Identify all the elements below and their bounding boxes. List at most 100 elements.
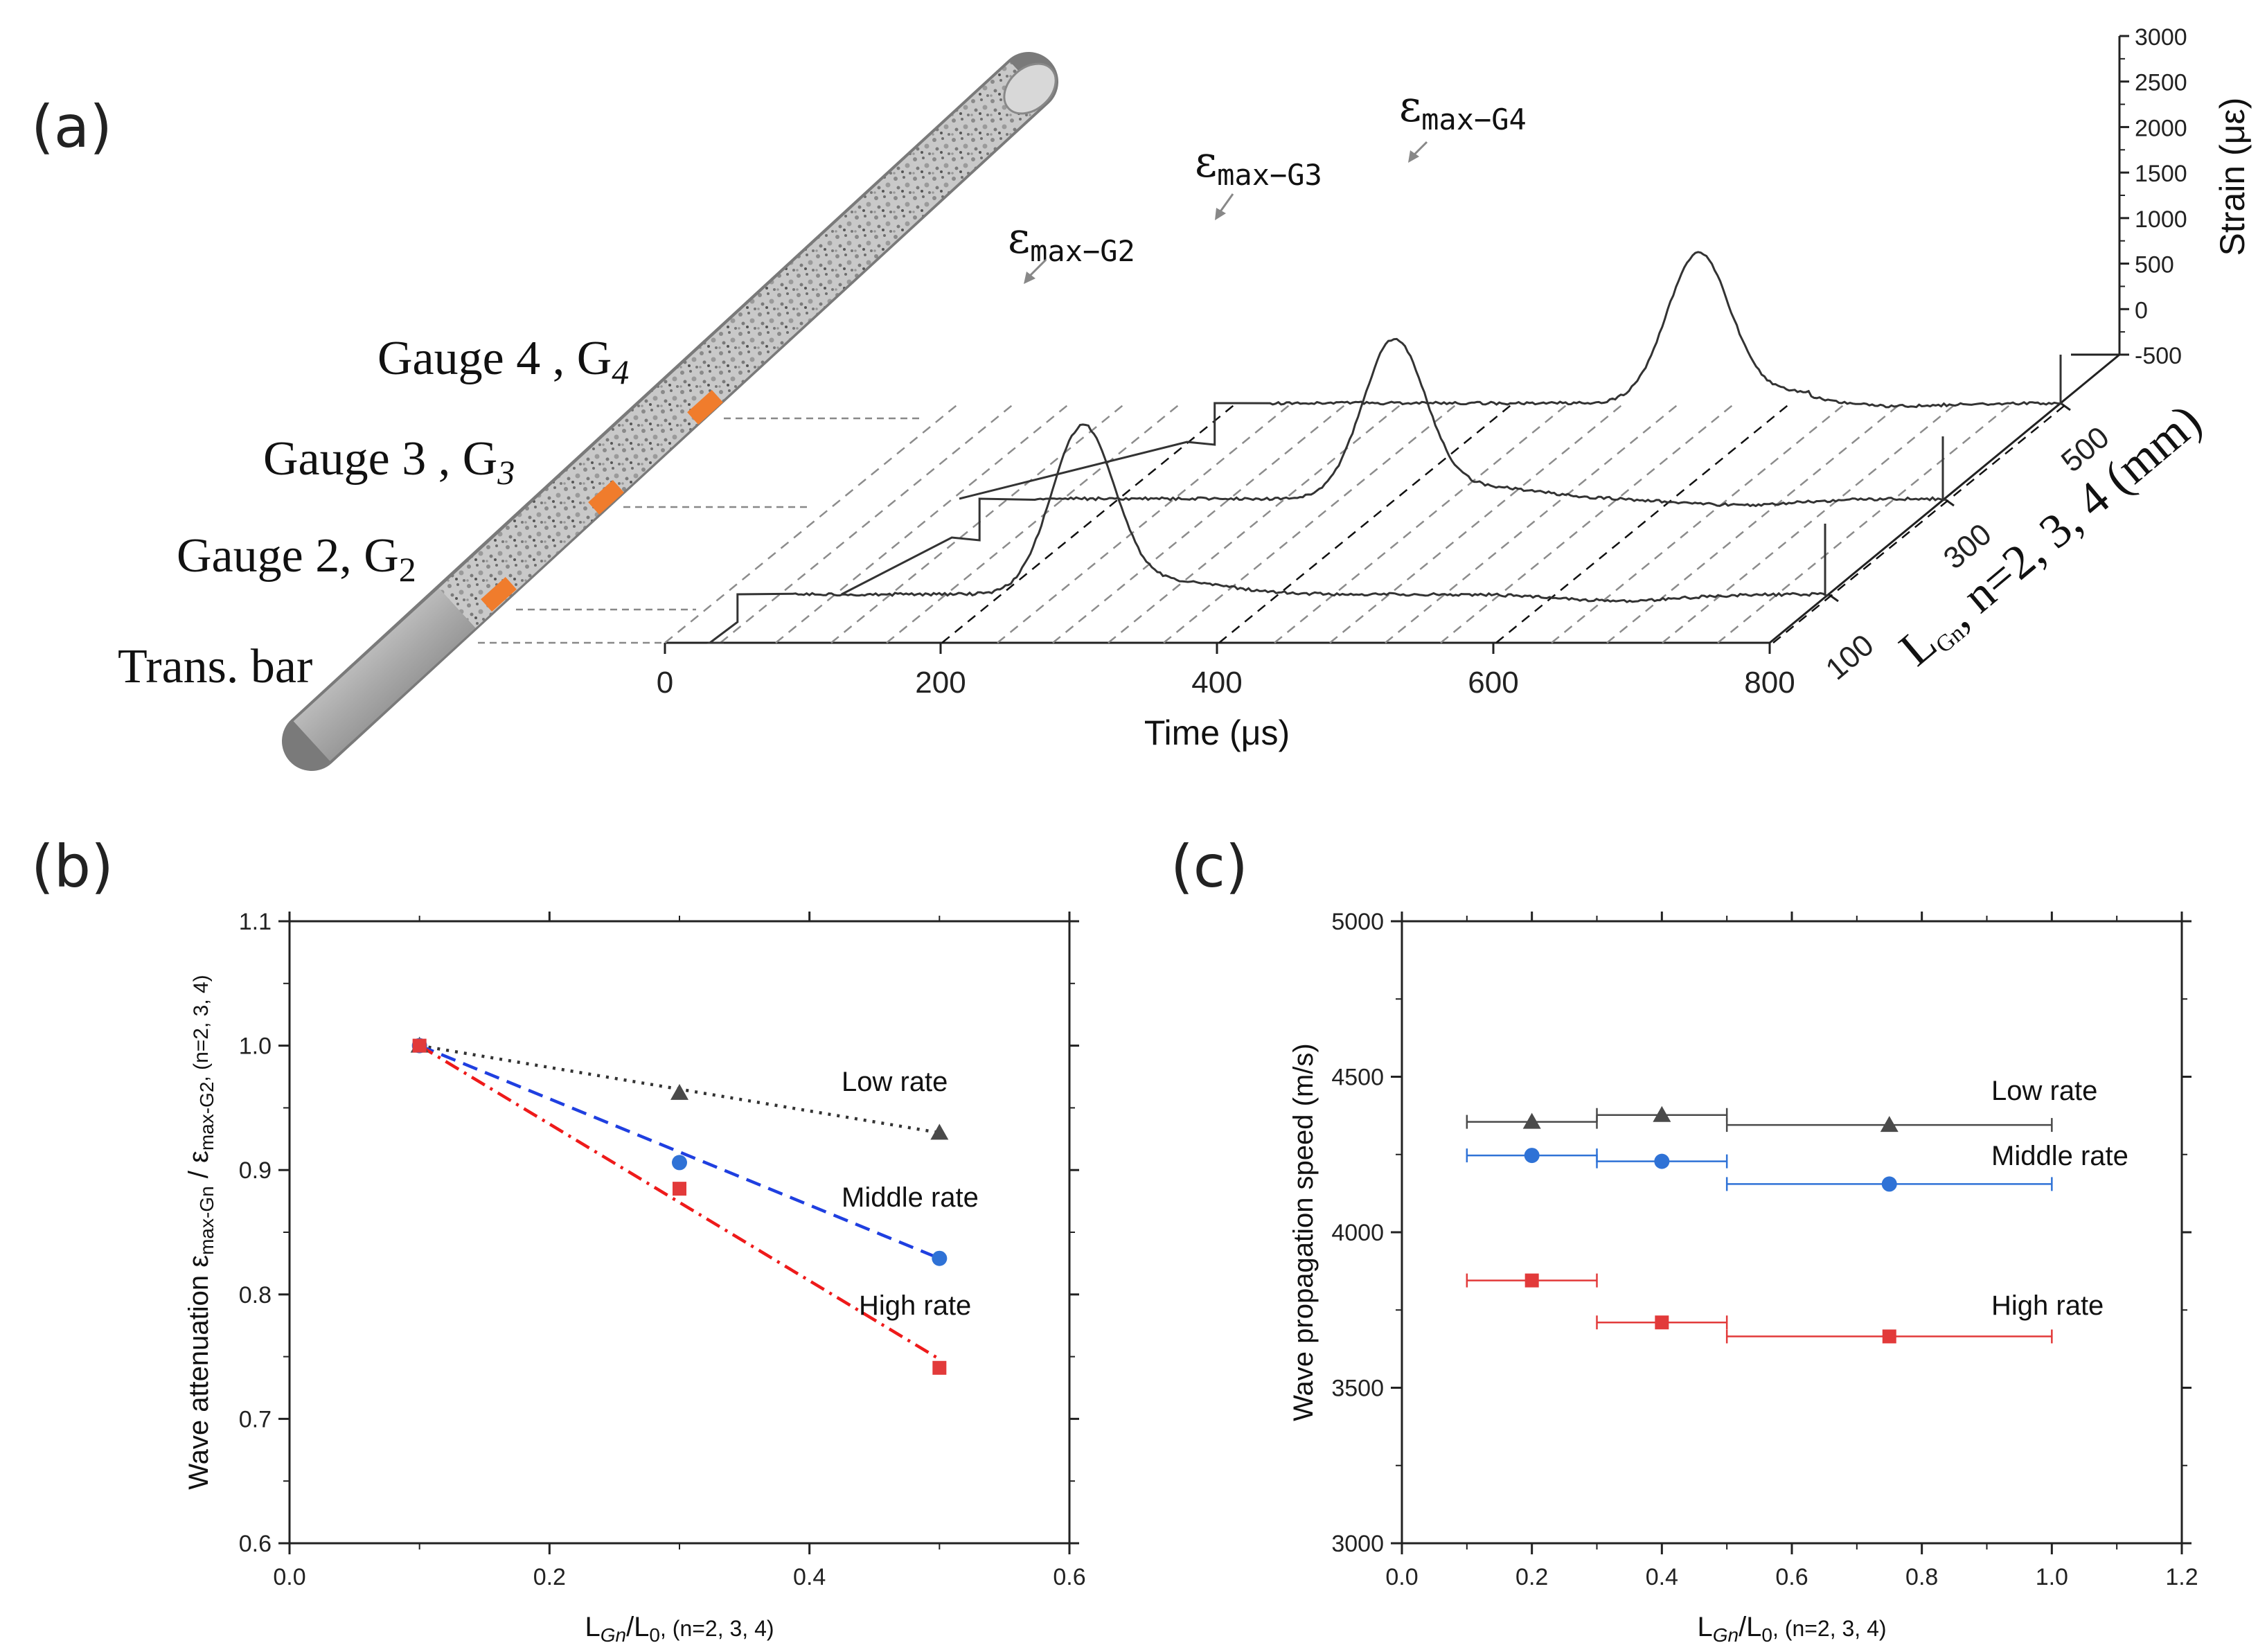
c-series-label: Middle rate: [1991, 1141, 2128, 1171]
strain-tick-label: -500: [2135, 343, 2182, 369]
hatch-line: [1329, 402, 1625, 643]
y-tick-label: 1.1: [239, 909, 272, 935]
hatch-line: [1717, 402, 2013, 643]
hatch-line: [1274, 402, 1570, 643]
c-point-circle: [1881, 1176, 1897, 1192]
hatch-line: [1385, 402, 1680, 643]
strain-tick-label: 1500: [2135, 161, 2187, 187]
peak-label-g3: εmax−G3: [1195, 136, 1322, 192]
y-tick-label: 4500: [1331, 1065, 1384, 1091]
strain-trace-g2: [706, 423, 1829, 644]
time-tick-800: 800: [1744, 666, 1795, 700]
hatch-line: [1108, 402, 1403, 643]
hatch-line: [830, 402, 1126, 643]
x-tick-label: 0.0: [1385, 1564, 1418, 1590]
x-tick-label: 0.8: [1905, 1564, 1938, 1590]
strain-gauge-g2: [481, 577, 517, 612]
c-point-square: [1882, 1329, 1896, 1344]
label-gauge-3: Gauge 3 , G3: [263, 432, 515, 492]
c-yaxis-title: Wave propagation speed (m/s): [1288, 1043, 1319, 1421]
strain-trace-g4: [959, 251, 2063, 500]
b-point-triangle: [670, 1083, 688, 1100]
strain-gauge-g3: [588, 480, 624, 515]
hatch-line: [720, 402, 1015, 643]
y-tick-label: 0.6: [239, 1531, 272, 1557]
time-tick-0: 0: [657, 666, 673, 700]
x-tick-label: 0.6: [1775, 1564, 1808, 1590]
time-tick-400: 400: [1191, 666, 1242, 700]
b-point-square: [932, 1360, 947, 1375]
fit-line-dashdot: [418, 1044, 941, 1361]
hatch-line: [1551, 402, 1847, 643]
x-tick-label: 1.2: [2165, 1564, 2198, 1590]
length-axis-title: LGn, n=2, 3, 4 (mm): [1890, 394, 2212, 677]
hatch-line: [1662, 402, 1957, 643]
c-point-triangle: [1880, 1116, 1899, 1133]
panel-c-letter: (c): [1171, 833, 1248, 900]
label-gauge-4: Gauge 4 , G4: [377, 332, 629, 391]
c-series-label: Low rate: [1991, 1076, 2097, 1106]
c-point-triangle: [1522, 1112, 1541, 1129]
time-axis-title: Time (μs): [1144, 713, 1290, 752]
panel-b-letter: (b): [31, 833, 114, 900]
transmission-bar-illustration: [282, 52, 1058, 771]
b-series-label: Middle rate: [842, 1182, 979, 1213]
hatch-line: [664, 402, 960, 643]
hatch-line: [1606, 402, 1902, 643]
c-xaxis-title: LGn/L0, (n=2, 3, 4): [1697, 1612, 1886, 1646]
y-tick-label: 0.8: [239, 1282, 272, 1308]
strain-gauge-g4: [687, 390, 723, 425]
time-tick-200: 200: [915, 666, 966, 700]
strain-axis-title: Strain (με): [2213, 98, 2252, 256]
b-point-circle: [932, 1250, 948, 1266]
x-tick-label: 0.0: [273, 1564, 305, 1590]
x-tick-label: 0.4: [1646, 1564, 1678, 1590]
y-tick-label: 0.7: [239, 1406, 272, 1432]
y-tick-label: 1.0: [239, 1033, 272, 1060]
b-point-circle: [672, 1155, 687, 1171]
c-point-square: [1524, 1273, 1539, 1288]
y-tick-label: 5000: [1331, 909, 1384, 935]
y-tick-label: 3000: [1331, 1531, 1384, 1557]
strain-tick-label: 500: [2135, 252, 2174, 278]
plot-frame-b: [288, 920, 1071, 1545]
x-tick-label: 0.2: [1515, 1564, 1548, 1590]
y-tick-label: 3500: [1331, 1376, 1384, 1402]
peak-label-g2: εmax−G2: [1008, 213, 1135, 268]
hatch-line: [1052, 402, 1348, 643]
x-tick-label: 0.2: [533, 1564, 566, 1590]
peak-annotations: εmax−G2 εmax−G3 εmax−G4: [1008, 81, 1527, 284]
y-tick-label: 0.9: [239, 1157, 272, 1184]
peak-label-g4: εmax−G4: [1399, 81, 1527, 136]
panel-a-letter: (a): [31, 93, 112, 161]
hatch-line: [1495, 402, 1791, 643]
b-series-label: Low rate: [842, 1067, 948, 1097]
strain-trace-g3: [841, 337, 1947, 596]
c-point-triangle: [1653, 1105, 1671, 1122]
c-series-label: High rate: [1991, 1290, 2104, 1321]
length-tick-100: 100: [1820, 628, 1881, 687]
strain-tick-label: 0: [2135, 297, 2148, 323]
hatch-line: [1163, 402, 1459, 643]
b-xaxis-title: LGn/L0, (n=2, 3, 4): [585, 1612, 774, 1646]
hatch-line: [1440, 402, 1736, 643]
hatch-line: [775, 402, 1071, 643]
strain-tick-label: 2500: [2135, 70, 2187, 96]
panel-c: (c) 0.0 0.2 0.4 0.6 0.8 1.0 1.2 3000 3500 4000 450…: [1171, 833, 2198, 1646]
b-point-triangle: [930, 1123, 949, 1140]
c-point-circle: [1524, 1148, 1540, 1164]
c-point-circle: [1654, 1153, 1670, 1169]
b-series-label: High rate: [859, 1290, 971, 1321]
floor-hatching: [664, 402, 2068, 643]
b-yaxis-title: Wave attenuation εmax-Gn / εmax-G2, (n=2…: [184, 975, 217, 1489]
strain-axis: 3000 2500 2000 1500 1000 500 0 -500 Strain (με): [2071, 24, 2252, 369]
panel-b: (b) 0.0 0.2 0.4 0.6 0.6 0.7 0.8 0.9 1.0 1.1 Low r…: [31, 833, 1086, 1646]
strain-tick-label: 3000: [2135, 24, 2187, 51]
panel-a: (a) Gauge 4 , G4 Gauge 3 , G3 Gauge 2, G…: [31, 24, 2252, 771]
time-axis: 0 200 400 600 800 Time (μs): [657, 641, 1795, 752]
hatch-line: [941, 402, 1237, 643]
b-point-square: [673, 1182, 686, 1196]
x-tick-label: 1.0: [2036, 1564, 2068, 1590]
label-trans-bar: Trans. bar: [118, 640, 312, 693]
